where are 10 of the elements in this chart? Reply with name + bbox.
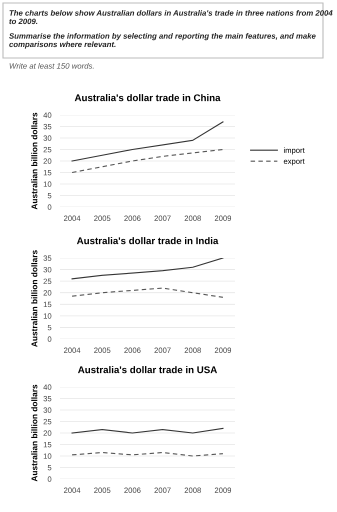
y-axis-title: Australian billion dollars xyxy=(31,112,38,210)
line-series xyxy=(72,288,224,298)
line-series xyxy=(72,258,224,280)
y-axis-title: Australian billion dollars xyxy=(31,250,38,347)
y-axis-title: Australian billion dollars xyxy=(31,384,38,482)
chart-title: Australia's dollar trade in India xyxy=(76,237,218,244)
chart-title: Australia's dollar trade in USA xyxy=(78,366,218,374)
line-series xyxy=(72,121,224,162)
line-series xyxy=(72,148,224,174)
chart-title: Australia's dollar trade in China xyxy=(74,94,221,102)
